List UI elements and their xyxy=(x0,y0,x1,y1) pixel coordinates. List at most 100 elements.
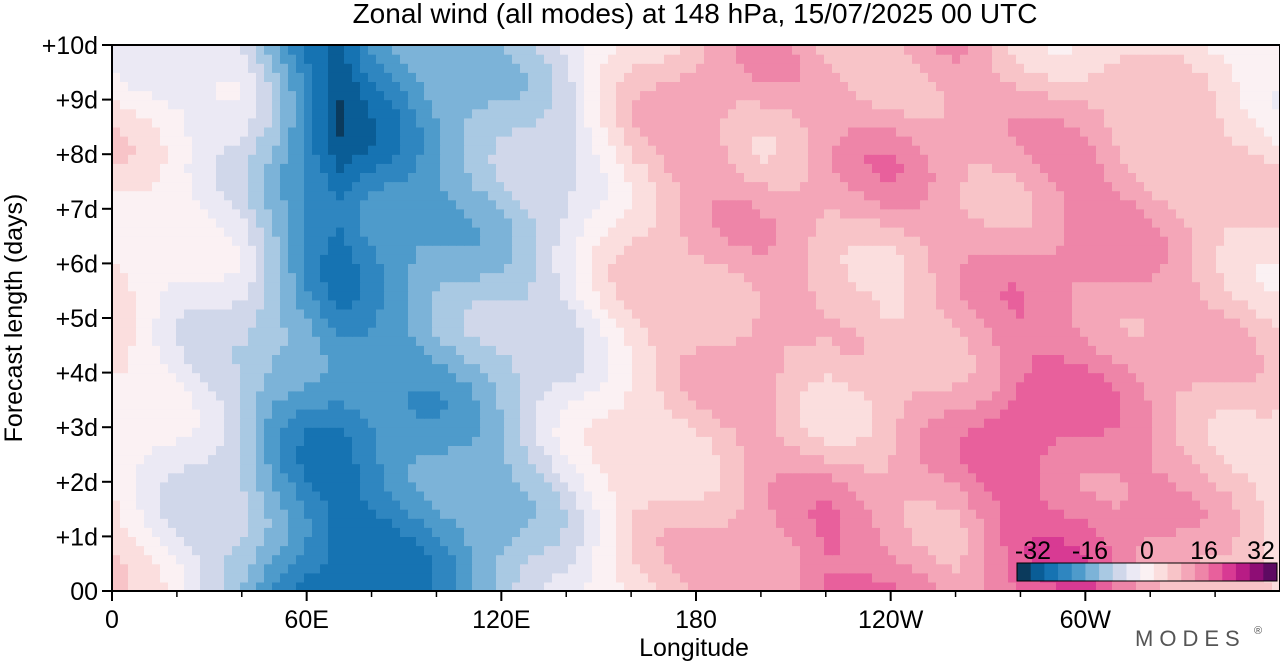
heatmap-cell xyxy=(816,318,825,328)
heatmap-cell xyxy=(544,427,553,437)
heatmap-cell xyxy=(1008,399,1017,410)
heatmap-cell xyxy=(856,436,865,446)
heatmap-cell xyxy=(216,536,225,547)
heatmap-cell xyxy=(584,354,593,365)
heatmap-cell xyxy=(1216,509,1225,519)
heatmap-cell xyxy=(512,518,521,528)
heatmap-cell xyxy=(904,490,913,501)
heatmap-cell xyxy=(584,399,593,410)
heatmap-cell xyxy=(840,336,849,346)
heatmap-cell xyxy=(776,354,785,365)
heatmap-cell xyxy=(336,318,345,328)
heatmap-cell xyxy=(680,281,689,292)
heatmap-cell xyxy=(1160,463,1169,474)
heatmap-cell xyxy=(568,318,577,328)
heatmap-cell xyxy=(600,308,609,319)
heatmap-cell xyxy=(1008,554,1017,565)
heatmap-cell xyxy=(816,345,825,355)
heatmap-cell xyxy=(288,527,297,537)
heatmap-cell xyxy=(448,281,457,292)
heatmap-cell xyxy=(1032,545,1041,556)
heatmap-cell xyxy=(696,299,705,310)
heatmap-cell xyxy=(472,327,481,337)
heatmap-cell xyxy=(712,418,721,428)
heatmap-cell xyxy=(144,418,153,428)
heatmap-cell xyxy=(1136,463,1145,474)
heatmap-cell xyxy=(992,418,1001,428)
heatmap-cell xyxy=(920,527,929,537)
heatmap-cell xyxy=(128,436,137,446)
heatmap-cell xyxy=(328,472,337,483)
heatmap-cell xyxy=(712,490,721,501)
heatmap-cell xyxy=(744,427,753,437)
heatmap-cell xyxy=(648,545,657,556)
heatmap-cell xyxy=(248,299,257,310)
heatmap-cell xyxy=(352,518,361,528)
heatmap-cell xyxy=(144,563,153,574)
heatmap-cell xyxy=(696,463,705,474)
heatmap-cell xyxy=(144,336,153,346)
heatmap-cell xyxy=(232,581,241,591)
heatmap-cell xyxy=(1096,418,1105,428)
heatmap-cell xyxy=(448,500,457,510)
heatmap-cell xyxy=(416,490,425,501)
heatmap-cell xyxy=(464,345,473,355)
heatmap-cell xyxy=(872,445,881,456)
heatmap-cell xyxy=(608,345,617,355)
heatmap-cell xyxy=(240,399,249,410)
heatmap-cell xyxy=(168,336,177,346)
heatmap-cell xyxy=(176,345,185,355)
heatmap-cell xyxy=(904,281,913,292)
heatmap-cell xyxy=(808,500,817,510)
heatmap-cell xyxy=(624,563,633,574)
heatmap-cell xyxy=(936,290,945,301)
heatmap-cell xyxy=(160,554,169,565)
heatmap-cell xyxy=(736,490,745,501)
heatmap-cell xyxy=(456,345,465,355)
heatmap-cell xyxy=(1064,581,1073,591)
heatmap-cell xyxy=(712,481,721,492)
heatmap-cell xyxy=(1248,354,1257,365)
heatmap-cell xyxy=(928,490,937,501)
heatmap-cell xyxy=(984,372,993,383)
heatmap-cell xyxy=(616,390,625,401)
heatmap-cell xyxy=(392,327,401,337)
heatmap-cell xyxy=(304,363,313,374)
heatmap-cell xyxy=(448,418,457,428)
heatmap-cell xyxy=(1024,308,1033,319)
heatmap-cell xyxy=(464,481,473,492)
heatmap-cell xyxy=(960,345,969,355)
heatmap-cell xyxy=(264,281,273,292)
heatmap-cell xyxy=(624,290,633,301)
heatmap-cell xyxy=(408,445,417,456)
heatmap-cell xyxy=(672,308,681,319)
heatmap-cell xyxy=(1016,445,1025,456)
heatmap-cell xyxy=(368,481,377,492)
heatmap-cell xyxy=(664,454,673,465)
heatmap-cell xyxy=(1024,545,1033,556)
heatmap-cell xyxy=(704,363,713,374)
heatmap-cell xyxy=(1024,463,1033,474)
heatmap-cell xyxy=(280,399,289,410)
heatmap-cell xyxy=(200,445,209,456)
heatmap-cell xyxy=(680,418,689,428)
heatmap-cell xyxy=(680,527,689,537)
heatmap-cell xyxy=(488,563,497,574)
heatmap-cell xyxy=(888,545,897,556)
heatmap-cell xyxy=(640,390,649,401)
heatmap-cell xyxy=(760,563,769,574)
heatmap-cell xyxy=(1120,418,1129,428)
heatmap-cell xyxy=(856,536,865,547)
heatmap-cell xyxy=(296,445,305,456)
heatmap-cell xyxy=(240,454,249,465)
heatmap-cell xyxy=(440,490,449,501)
heatmap-cell xyxy=(544,345,553,355)
heatmap-cell xyxy=(1104,527,1113,537)
heatmap-cell xyxy=(1272,463,1280,474)
heatmap-cell xyxy=(208,536,217,547)
heatmap-cell xyxy=(192,527,201,537)
heatmap-cell xyxy=(776,345,785,355)
heatmap-cell xyxy=(1184,381,1193,392)
heatmap-cell xyxy=(1120,554,1129,565)
heatmap-cell xyxy=(312,409,321,419)
